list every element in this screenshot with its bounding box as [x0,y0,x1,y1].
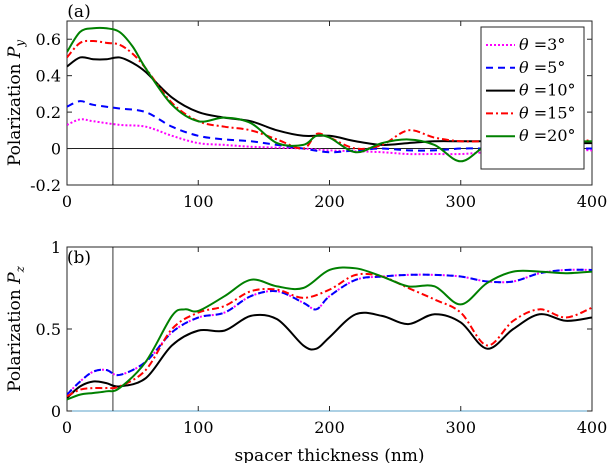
x-tick-label: 100 [183,418,214,437]
legend-value: 5° [547,58,565,77]
y-axis-label-text: Polarization [5,284,25,392]
legend-value: 15° [547,103,575,122]
x-axis-label: spacer thickness (nm) [234,446,424,463]
y-tick-label: 0.5 [36,320,61,339]
y-tick-label: -0.2 [30,176,61,195]
x-tick-label: 0 [62,418,72,437]
x-tick-label: 400 [577,192,608,211]
legend: θ =3°θ =5°θ =10°θ =15°θ =20° [480,26,585,170]
series-line-theta-10 [67,311,592,399]
legend-entry: θ =3° [519,35,565,54]
y-tick-label: 0.6 [36,30,61,49]
legend-eq: = [529,126,548,145]
y-tick-label: 0 [51,140,61,159]
legend-value: 3° [547,35,565,54]
legend-box [480,26,585,170]
legend-symbol: θ [519,103,529,122]
series-line-theta-20 [67,266,592,401]
y-tick-label: 0.4 [36,67,61,86]
x-tick-label: 300 [445,192,476,211]
y-axis-label-symbol: P [5,46,25,59]
y-axis-label-subscript: y [13,40,27,48]
series-group [67,266,592,401]
x-tick-label: 200 [314,418,345,437]
y-axis-label-symbol: P [5,272,25,285]
y-axis-label: Polarization Py [5,40,27,167]
x-tick-label: 400 [577,418,608,437]
y-axis-label: Polarization Pz [5,265,27,392]
legend-value: 10° [547,81,575,100]
y-tick-label: 1 [51,238,61,257]
y-axis-label-subscript: z [13,265,27,273]
legend-symbol: θ [519,35,529,54]
panel-label: (a) [67,2,90,22]
x-tick-label: 300 [445,418,476,437]
legend-symbol: θ [519,58,529,77]
legend-entry: θ =10° [519,81,576,100]
legend-eq: = [529,35,548,54]
series-line-theta-15 [67,39,592,150]
series-line-theta-5 [67,100,592,154]
panel-b: 0 100 200 300 400 0 0.5 1 (b) Polarization Pz spac… [5,238,607,463]
legend-symbol: θ [519,81,529,100]
y-tick-label: 0 [51,402,61,421]
x-tick-label: 0 [62,192,72,211]
y-axis-label-text: Polarization [5,58,25,166]
legend-entry: θ =5° [519,58,565,77]
legend-value: 20° [547,126,575,145]
panel-a: 0 100 200 300 400-0.200.20.40.6(a)Polarizati… [5,2,607,211]
x-tick-label: 100 [183,192,214,211]
legend-eq: = [529,103,548,122]
x-tick-label: 200 [314,192,345,211]
legend-eq: = [529,81,548,100]
series-line-theta-15 [67,272,592,398]
legend-symbol: θ [519,126,529,145]
y-tick-label: 0.2 [36,103,61,122]
legend-eq: = [529,58,548,77]
panel-label: (b) [67,248,91,268]
legend-entry: θ =15° [519,103,576,122]
legend-entry: θ =20° [519,126,576,145]
